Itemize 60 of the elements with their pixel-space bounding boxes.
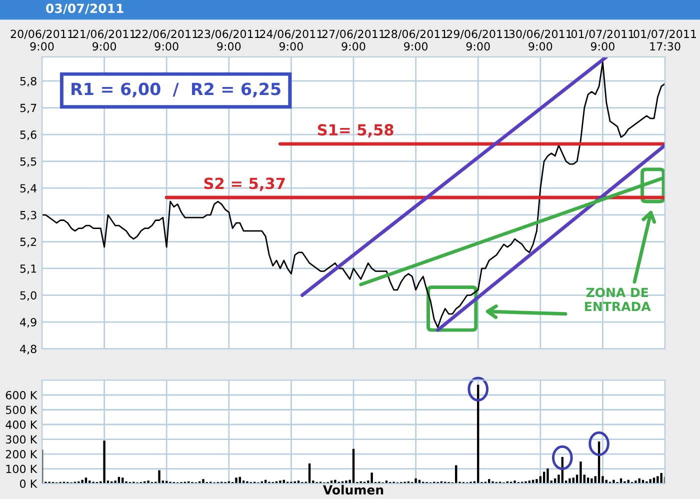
x-axis-title: Volumen: [322, 484, 384, 495]
bar: [202, 479, 204, 484]
y-tick-label: 0 K: [20, 480, 38, 488]
bar: [279, 480, 282, 484]
bar: [660, 473, 662, 484]
chart-title: 03/07/2011: [46, 4, 124, 14]
x-tick-label: 27/06/2011 9:00: [322, 30, 384, 51]
x-tick-label: 01/07/2011 17:30: [634, 30, 696, 51]
bar: [536, 479, 538, 484]
y-tick-label: 5,5: [20, 157, 36, 167]
y-tick-label: 5,4: [20, 184, 37, 194]
bar: [514, 480, 516, 484]
y-tick-label: 5,2: [20, 238, 36, 248]
x-tick-label: 22/06/2011 9:00: [135, 30, 198, 51]
bar: [656, 476, 659, 484]
y-tick-label: 500 K: [6, 406, 38, 414]
y-tick-label: 5,6: [20, 130, 36, 140]
y-tick-label: 5,3: [20, 210, 36, 220]
y-tick-label: 4,9: [20, 318, 36, 328]
series-label: S1= 5,58: [318, 124, 394, 138]
bar: [649, 479, 652, 484]
x-tick-label: 21/06/2011 9:00: [73, 30, 136, 51]
bar: [103, 440, 106, 484]
x-tick-label: 28/06/2011 9:00: [384, 30, 447, 51]
annotation: ZONA DE ENTRADA: [585, 288, 651, 312]
bar: [114, 480, 116, 484]
bar: [81, 480, 84, 484]
bar: [370, 472, 373, 484]
bar: [546, 468, 549, 484]
annotation: R1 = 6,00 / R2 = 6,25: [72, 82, 280, 98]
bar: [334, 480, 336, 484]
bar: [580, 462, 582, 484]
x-tick-label: 24/06/2011 9:00: [260, 30, 322, 51]
bar: [590, 478, 593, 484]
x-tick-label: 01/07/2011 9:00: [571, 30, 634, 51]
bar: [414, 478, 417, 484]
x-tick-label: 23/06/2011 9:00: [198, 30, 260, 51]
series-label: S2 = 5,37: [204, 178, 285, 192]
y-tick-label: 100 K: [6, 464, 38, 474]
y-tick-label: 400 K: [6, 420, 38, 429]
bar: [345, 480, 348, 484]
y-tick-label: 600 K: [6, 390, 38, 400]
bar: [147, 480, 150, 484]
bar: [158, 470, 160, 484]
bar: [634, 480, 637, 484]
x-tick-label: 30/06/2011 9:00: [509, 30, 572, 51]
bar: [235, 478, 238, 484]
y-tick-label: 5,7: [20, 104, 36, 114]
line-series: [42, 62, 665, 328]
y-tick-label: 4,8: [20, 344, 36, 354]
x-tick-label: 20/06/2011 9:00: [10, 30, 73, 51]
bar: [638, 478, 640, 484]
bar: [568, 478, 571, 484]
y-tick-label: 5,0: [20, 291, 36, 301]
y-tick-label: 200 K: [6, 450, 38, 458]
y-tick-label: 5,1: [20, 264, 36, 274]
bar: [612, 480, 615, 484]
y-tick-label: 5,8: [20, 76, 36, 86]
x-tick-label: 29/06/2011 9:00: [446, 30, 510, 51]
y-tick-label: 300 K: [6, 435, 38, 444]
